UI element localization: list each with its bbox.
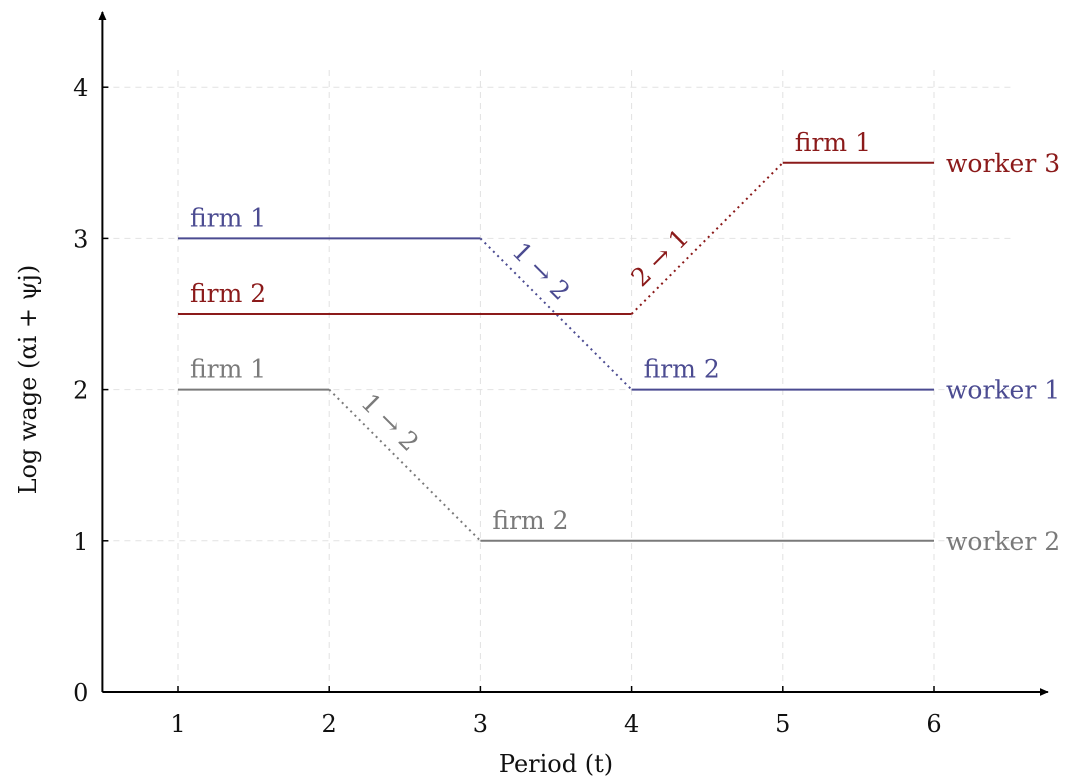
series-worker-1: firm 1 firm 2 1 → 2 worker 1 — [178, 203, 1060, 405]
series-worker-2: firm 1 firm 2 1 → 2 worker 2 — [178, 355, 1060, 556]
y-tick-label: 4 — [73, 74, 88, 102]
x-tick-label: 3 — [473, 710, 488, 738]
x-tick-label: 1 — [170, 710, 185, 738]
series-worker-3: firm 2 firm 1 2 → 1 worker 3 — [178, 128, 1060, 315]
y-tick-label: 3 — [73, 225, 88, 253]
y-tick-label: 0 — [73, 679, 88, 707]
series-end-label: worker 3 — [946, 149, 1060, 178]
segment-label: firm 2 — [644, 355, 720, 384]
series-end-label: worker 1 — [946, 376, 1060, 405]
segment-label: firm 1 — [190, 203, 266, 232]
x-tick-label: 5 — [775, 710, 790, 738]
y-axis-label: Log wage (αi + ψj) — [14, 265, 42, 495]
switch-label: 1 → 2 — [355, 388, 424, 457]
x-tick-label: 2 — [322, 710, 337, 738]
segment-label: firm 2 — [190, 279, 266, 308]
switch-line — [328, 388, 482, 542]
x-axis-label: Period (t) — [499, 750, 613, 778]
y-tick-label: 2 — [73, 377, 88, 405]
segment-label: firm 1 — [190, 355, 266, 384]
segment-label: firm 1 — [795, 128, 871, 157]
x-tick-label: 4 — [624, 710, 639, 738]
segment-label: firm 2 — [492, 506, 568, 535]
switch-label: 2 → 1 — [625, 223, 694, 292]
switch-label: 1 → 2 — [507, 237, 576, 306]
y-tick-label: 1 — [73, 528, 88, 556]
series-layer: firm 1 firm 2 1 → 2 worker 1 firm 1 firm 2 1 →… — [178, 128, 1060, 556]
series-end-label: worker 2 — [946, 527, 1060, 556]
x-tick-label: 6 — [926, 710, 941, 738]
axes: 1 2 3 4 5 6 0 1 2 3 4 — [73, 11, 1049, 738]
